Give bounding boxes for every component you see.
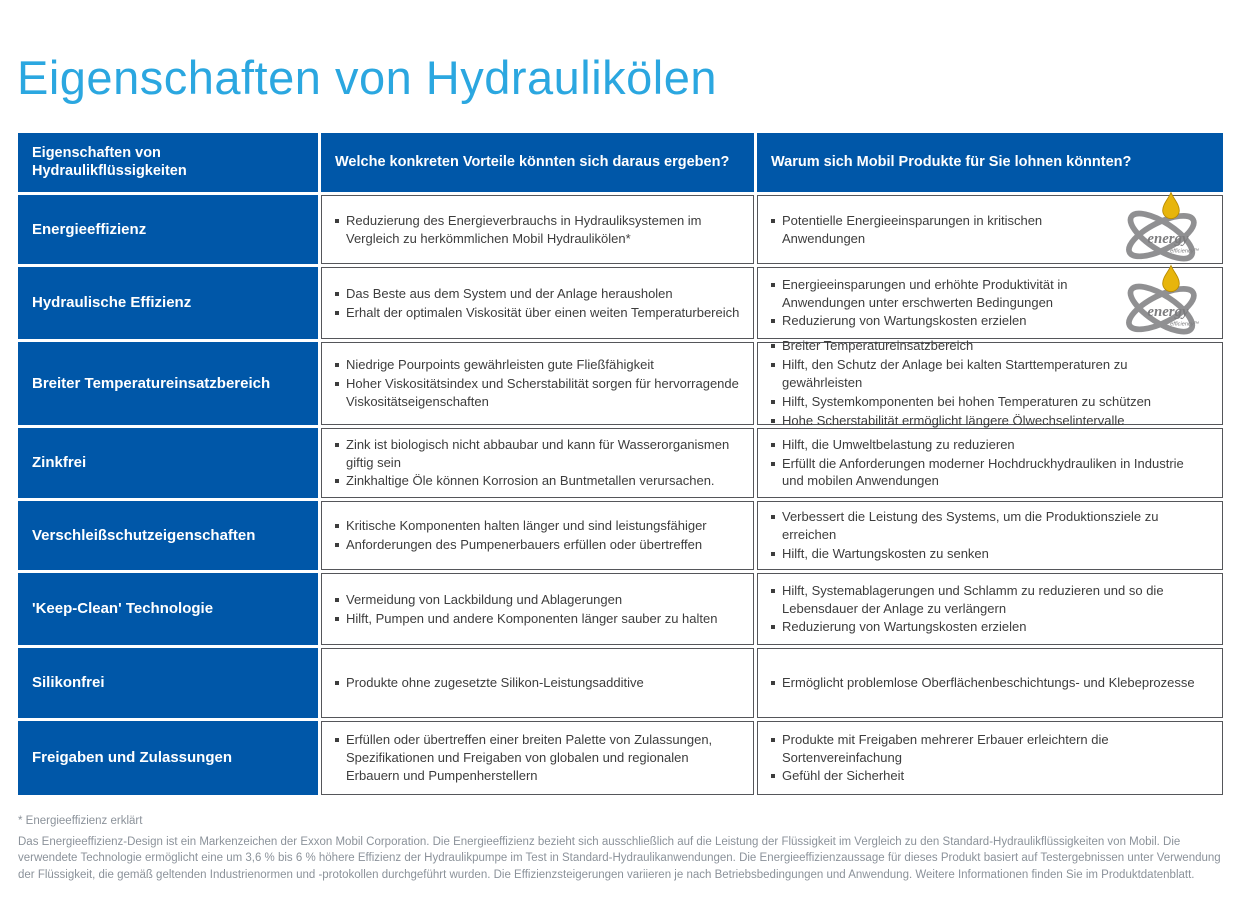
reasons-list: Breiter Temperatureinsatzbereich Hilft, d… [770, 336, 1206, 431]
benefits-cell: Das Beste aus dem System und der Anlage … [321, 267, 754, 339]
bullet-item: Reduzierung von Wartungskosten erzielen [770, 312, 1110, 330]
benefits-cell: Reduzierung des Energieverbrauchs in Hyd… [321, 195, 754, 264]
benefits-list: Erfüllen oder übertreffen einer breiten … [334, 730, 743, 786]
footnote-body: Das Energieeffizienz-Design ist ein Mark… [18, 835, 1221, 882]
footnote-title: * Energieeffizienz erklärt [18, 815, 143, 827]
bullet-item: Breiter Temperatureinsatzbereich [770, 337, 1206, 355]
bullet-item: Erfüllen oder übertreffen einer breiten … [334, 731, 743, 785]
col-header-properties: Eigenschaften von Hydraulikflüssigkeiten [18, 133, 318, 192]
reasons-list: Produkte mit Freigaben mehrerer Erbauer … [770, 730, 1206, 787]
bullet-item: Produkte mit Freigaben mehrerer Erbauer … [770, 731, 1206, 767]
bullet-item: Anforderungen des Pumpenerbauers erfülle… [334, 536, 743, 554]
properties-table: Eigenschaften von Hydraulikflüssigkeiten… [18, 133, 1223, 795]
benefits-list: Zink ist biologisch nicht abbaubar und k… [334, 435, 743, 492]
row-label-cell: 'Keep-Clean' Technologie [18, 573, 318, 645]
reasons-list: Ermöglicht problemlose Oberflächenbeschi… [770, 673, 1206, 693]
benefits-cell: Zink ist biologisch nicht abbaubar und k… [321, 428, 754, 498]
benefits-cell: Vermeidung von Lackbildung und Ablagerun… [321, 573, 754, 645]
bullet-item: Erfüllt die Anforderungen moderner Hochd… [770, 455, 1206, 491]
bullet-item: Zinkhaltige Öle können Korrosion an Bunt… [334, 472, 743, 490]
benefits-cell: Niedrige Pourpoints gewährleisten gute F… [321, 342, 754, 425]
energy-efficiency-logo: energy efficiency™ [1126, 190, 1199, 261]
reasons-list: Hilft, die Umweltbelastung zu reduzieren… [770, 435, 1206, 492]
oil-drop-icon [1162, 190, 1180, 219]
benefits-cell: Erfüllen oder übertreffen einer breiten … [321, 721, 754, 795]
bullet-item: Hilft, Systemablagerungen und Schlamm zu… [770, 582, 1206, 618]
bullet-item: Reduzierung des Energieverbrauchs in Hyd… [334, 212, 743, 248]
reasons-cell: Produkte mit Freigaben mehrerer Erbauer … [757, 721, 1223, 795]
svg-text:efficiency™: efficiency™ [1170, 322, 1199, 328]
bullet-item: Reduzierung von Wartungskosten erzielen [770, 618, 1206, 636]
row-label-cell: Verschleißschutzeigenschaften [18, 501, 318, 570]
bullet-item: Hilft, die Wartungskosten zu senken [770, 545, 1206, 563]
reasons-cell: Potentielle Energieeinsparungen in kriti… [757, 190, 1223, 264]
benefits-list: Reduzierung des Energieverbrauchs in Hyd… [334, 211, 743, 249]
bullet-item: Hoher Viskositätsindex und Scherstabilit… [334, 375, 743, 411]
bullet-item: Hilft, den Schutz der Anlage bei kalten … [770, 356, 1206, 392]
bullet-item: Erhalt der optimalen Viskosität über ein… [334, 304, 743, 322]
row-label-cell: Energieeffizienz [18, 195, 318, 264]
svg-text:energy: energy [1147, 231, 1189, 247]
reasons-list: Potentielle Energieeinsparungen in kriti… [770, 211, 1110, 249]
benefits-list: Produkte ohne zugesetzte Silikon-Leistun… [334, 673, 743, 693]
bullet-item: Kritische Komponenten halten länger und … [334, 517, 743, 535]
svg-text:efficiency™: efficiency™ [1170, 248, 1199, 254]
bullet-item: Niedrige Pourpoints gewährleisten gute F… [334, 356, 743, 374]
bullet-item: Potentielle Energieeinsparungen in kriti… [770, 212, 1110, 248]
reasons-cell: Ermöglicht problemlose Oberflächenbeschi… [757, 648, 1223, 718]
bullet-item: Verbessert die Leistung des Systems, um … [770, 508, 1206, 544]
benefits-list: Das Beste aus dem System und der Anlage … [334, 284, 743, 323]
bullet-item: Energieeinsparungen und erhöhte Produkti… [770, 276, 1110, 312]
row-label-cell: Breiter Temperatureinsatzbereich [18, 342, 318, 425]
page-title: Eigenschaften von Hydraulikölen [17, 51, 718, 104]
bullet-item: Hilft, die Umweltbelastung zu reduzieren [770, 436, 1206, 454]
benefits-cell: Kritische Komponenten halten länger und … [321, 501, 754, 570]
col-header-benefits: Welche konkreten Vorteile könnten sich d… [321, 133, 754, 192]
reasons-cell: Hilft, die Umweltbelastung zu reduzieren… [757, 428, 1223, 498]
benefits-list: Vermeidung von Lackbildung und Ablagerun… [334, 590, 743, 629]
bullet-item: Zink ist biologisch nicht abbaubar und k… [334, 436, 743, 472]
row-label-cell: Silikonfrei [18, 648, 318, 718]
benefits-list: Niedrige Pourpoints gewährleisten gute F… [334, 355, 743, 412]
bullet-item: Ermöglicht problemlose Oberflächenbeschi… [770, 674, 1206, 692]
row-label-cell: Freigaben und Zulassungen [18, 721, 318, 795]
bullet-item: Hilft, Systemkomponenten bei hohen Tempe… [770, 393, 1206, 411]
bullet-item: Hilft, Pumpen und andere Komponenten län… [334, 610, 743, 628]
footnote: * Energieeffizienz erklärt Das Energieef… [18, 813, 1224, 884]
reasons-cell: Energieeinsparungen und erhöhte Produkti… [757, 264, 1223, 339]
bullet-item: Gefühl der Sicherheit [770, 767, 1206, 785]
bullet-item: Produkte ohne zugesetzte Silikon-Leistun… [334, 674, 743, 692]
benefits-list: Kritische Komponenten halten länger und … [334, 516, 743, 555]
reasons-cell: Hilft, Systemablagerungen und Schlamm zu… [757, 573, 1223, 645]
row-label-cell: Hydraulische Effizienz [18, 267, 318, 339]
reasons-cell: Verbessert die Leistung des Systems, um … [757, 501, 1223, 570]
reasons-list: Hilft, Systemablagerungen und Schlamm zu… [770, 581, 1206, 638]
svg-text:energy: energy [1147, 304, 1189, 320]
col-header-reasons: Warum sich Mobil Produkte für Sie lohnen… [757, 133, 1223, 192]
bullet-item: Hohe Scherstabilität ermöglicht längere … [770, 412, 1206, 430]
bullet-item: Vermeidung von Lackbildung und Ablagerun… [334, 591, 743, 609]
reasons-list: Verbessert die Leistung des Systems, um … [770, 507, 1206, 564]
reasons-list: Energieeinsparungen und erhöhte Produkti… [770, 275, 1110, 332]
row-label-cell: Zinkfrei [18, 428, 318, 498]
oil-drop-icon [1162, 264, 1180, 293]
reasons-cell: Breiter Temperatureinsatzbereich Hilft, d… [757, 338, 1223, 428]
benefits-cell: Produkte ohne zugesetzte Silikon-Leistun… [321, 648, 754, 718]
bullet-item: Das Beste aus dem System und der Anlage … [334, 285, 743, 303]
energy-efficiency-logo: energy efficiency™ [1126, 264, 1199, 335]
